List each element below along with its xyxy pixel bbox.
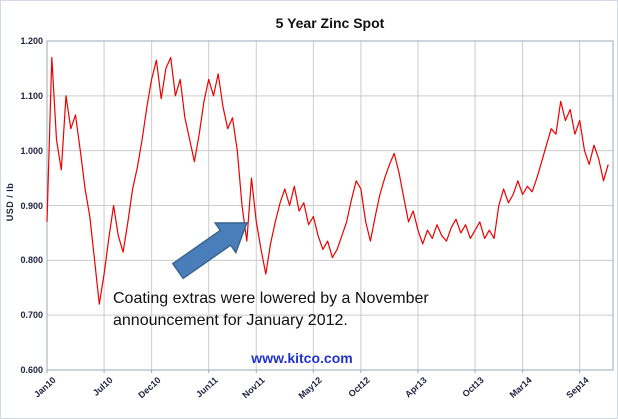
chart-title: 5 Year Zinc Spot	[275, 15, 385, 31]
y-tick-label: 0.700	[20, 310, 43, 321]
price-line	[46, 56, 609, 305]
y-tick-label: 0.800	[20, 255, 43, 266]
y-tick-label: 0.600	[20, 365, 43, 375]
kitco-watermark-link[interactable]: www.kitco.com	[251, 350, 353, 366]
annotation-text: Coating extras were lowered by a Novembe…	[113, 290, 429, 329]
y-tick-label: 1.200	[20, 36, 43, 46]
y-tick-label: 1.100	[20, 90, 43, 101]
y-tick-label: 0.900	[20, 200, 43, 211]
y-tick-label: 1.000	[20, 145, 43, 156]
annotation-arrow-icon	[171, 222, 248, 280]
